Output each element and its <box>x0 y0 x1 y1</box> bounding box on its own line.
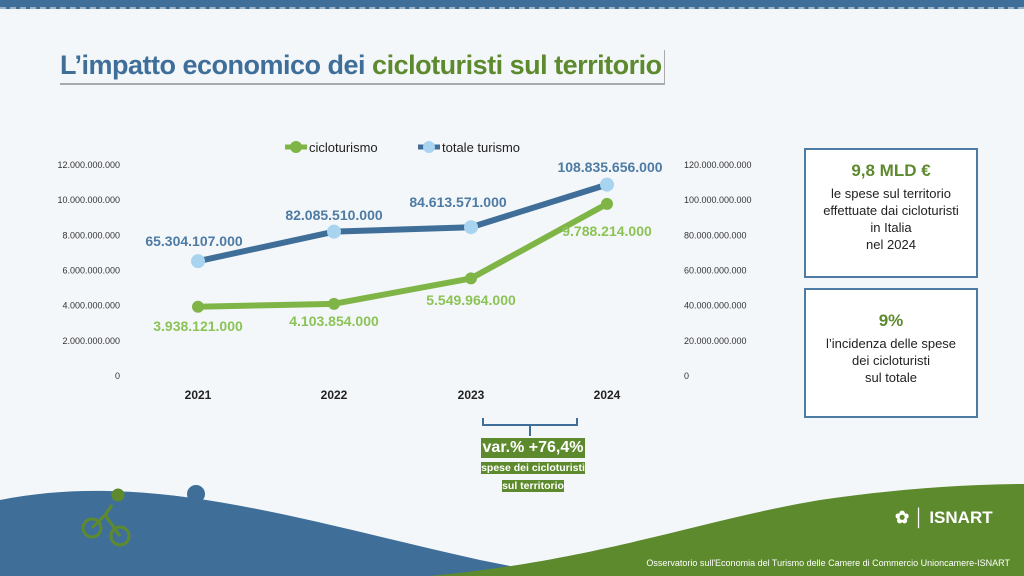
variation-value: var.% +76,4% <box>480 438 586 458</box>
top-bar <box>0 0 1024 9</box>
right-tick-label: 20.000.000.000 <box>684 336 747 346</box>
left-tick-label: 2.000.000.000 <box>62 336 120 346</box>
right-tick-label: 100.000.000.000 <box>684 195 752 205</box>
box2-value: 9% <box>878 311 904 330</box>
page-title: L’impatto economico dei cicloturisti sul… <box>60 50 665 85</box>
data-label: 84.613.571.000 <box>409 194 507 210</box>
right-tick-label: 0 <box>684 371 689 381</box>
x-tick-label: 2023 <box>458 388 485 402</box>
title-part1: L’impatto economico dei <box>60 50 373 80</box>
footer-credit: Osservatorio sull'Economia del Turismo d… <box>646 558 1010 568</box>
left-tick-label: 6.000.000.000 <box>62 266 120 276</box>
isnart-logo: ✿ │ ISNART <box>895 508 993 527</box>
variation-callout: var.% +76,4% spese dei cicloturisti sul … <box>476 438 590 494</box>
data-point <box>328 297 340 310</box>
data-label: 108.835.656.000 <box>557 159 662 175</box>
data-label: 3.938.121.000 <box>153 318 243 334</box>
right-tick-label: 80.000.000.000 <box>684 230 747 240</box>
variation-line: sul territorio <box>502 480 564 492</box>
legend-label: totale turismo <box>442 140 520 155</box>
box2-line: dei cicloturisti <box>851 353 931 368</box>
x-tick-label: 2024 <box>594 388 621 402</box>
green-wave <box>430 484 1024 576</box>
box1-value: 9,8 MLD € <box>851 161 931 180</box>
brace <box>482 418 578 436</box>
x-tick-label: 2022 <box>321 388 348 402</box>
right-tick-label: 40.000.000.000 <box>684 301 747 311</box>
legend-marker <box>290 141 302 153</box>
line-chart: 0 2.000.000.000 4.000.000.000 6.000.000.000… <box>57 140 751 402</box>
incidence-box: 9% l’incidenza delle spese dei cicloturi… <box>804 288 978 418</box>
x-tick-label: 2021 <box>185 388 212 402</box>
box1-line: in Italia <box>870 220 912 235</box>
right-tick-label: 60.000.000.000 <box>684 266 747 276</box>
logo-text: ISNART <box>929 508 993 527</box>
data-point <box>465 272 477 285</box>
variation-line: spese dei cicloturisti <box>481 462 585 474</box>
series-line-totale-turismo <box>197 181 608 265</box>
left-tick-label: 8.000.000.000 <box>62 230 120 240</box>
left-tick-label: 0 <box>115 371 120 381</box>
box2-line: sul totale <box>864 370 918 385</box>
data-label: 5.549.964.000 <box>426 292 516 308</box>
data-point <box>464 220 478 235</box>
data-point <box>191 254 205 269</box>
cyclist-large-icon <box>164 485 231 556</box>
data-label: 4.103.854.000 <box>289 313 379 329</box>
box2-line: l’incidenza delle spese <box>825 336 957 351</box>
right-tick-label: 120.000.000.000 <box>684 160 752 170</box>
legend-label: cicloturismo <box>309 140 378 155</box>
cyclist-small-icon <box>81 488 131 547</box>
data-point <box>327 224 341 239</box>
data-label: 65.304.107.000 <box>145 233 243 249</box>
total-spending-box: 9,8 MLD € le spese sul territorio effett… <box>804 148 978 278</box>
data-point <box>601 197 613 210</box>
blue-wave <box>0 490 560 576</box>
series-line-cicloturismo <box>197 201 609 310</box>
data-point <box>600 177 614 192</box>
logo-mark-icon: ✿ <box>895 508 910 527</box>
data-point <box>192 300 204 313</box>
data-label: 82.085.510.000 <box>285 207 383 223</box>
left-tick-label: 4.000.000.000 <box>62 301 120 311</box>
box1-line: effettuate dai cicloturisti <box>823 203 959 218</box>
box1-line: le spese sul territorio <box>831 186 951 201</box>
box1-line: nel 2024 <box>866 237 916 252</box>
data-label: 9.788.214.000 <box>562 223 652 239</box>
title-part2: cicloturisti sul territorio <box>372 50 662 80</box>
left-tick-label: 12.000.000.000 <box>57 160 120 170</box>
legend-marker <box>423 141 435 153</box>
left-tick-label: 10.000.000.000 <box>57 195 120 205</box>
